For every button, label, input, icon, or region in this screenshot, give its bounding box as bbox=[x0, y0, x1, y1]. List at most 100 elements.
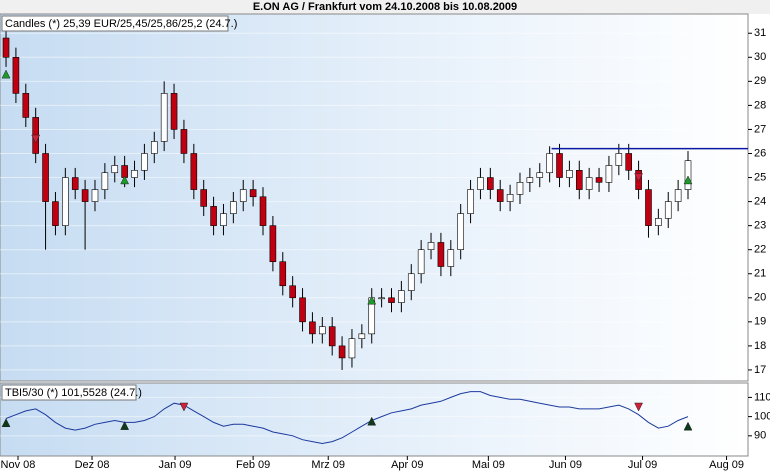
candle-body bbox=[131, 170, 138, 178]
signal-marker bbox=[31, 134, 41, 144]
y-tick-label: 110 bbox=[754, 391, 770, 403]
y-tick-label: 21 bbox=[754, 268, 766, 280]
indicator-line bbox=[5, 391, 689, 445]
signal-marker bbox=[683, 175, 693, 185]
signal-marker bbox=[634, 173, 643, 183]
candle-body bbox=[81, 189, 89, 202]
plot-layer: 17 18 19 20 21 22 23 24 25 26 27 28 29 30 31 90 100 110 No… bbox=[0, 26, 770, 471]
candle-body bbox=[655, 218, 662, 226]
candle-body bbox=[536, 172, 544, 178]
chart-title: E.ON AG / Frankfurt vom 24.10.2008 bis 1… bbox=[253, 1, 517, 13]
signal-marker bbox=[1, 69, 11, 79]
candle-body bbox=[664, 201, 672, 219]
candle-body bbox=[615, 153, 623, 166]
candle-body bbox=[279, 261, 287, 287]
y-tick-label: 22 bbox=[754, 244, 766, 256]
legend-box bbox=[1, 15, 229, 32]
signal-marker bbox=[179, 402, 189, 412]
candle-body bbox=[338, 345, 346, 359]
y-tick-label: 23 bbox=[754, 220, 766, 232]
candle-body bbox=[645, 189, 652, 226]
signal-marker bbox=[367, 416, 377, 426]
candle-body bbox=[111, 165, 119, 174]
candle-body bbox=[605, 165, 613, 183]
candle-body bbox=[52, 201, 59, 226]
legend-text: TBI5/30 (*) 101,5528 (24.7.) bbox=[5, 387, 142, 399]
candle-body bbox=[269, 225, 277, 263]
candle-body bbox=[457, 213, 464, 250]
y-tick-label: 29 bbox=[754, 75, 766, 87]
candle-body bbox=[595, 177, 603, 183]
candle-body bbox=[289, 285, 296, 299]
y-tick-label: 18 bbox=[754, 340, 766, 352]
candle-body bbox=[2, 37, 10, 58]
candle-body bbox=[71, 177, 79, 190]
candle-body bbox=[467, 189, 474, 214]
candle-body bbox=[427, 242, 435, 250]
candle-body bbox=[526, 177, 534, 183]
y-tick-label: 24 bbox=[754, 195, 766, 207]
y-tick-label: 25 bbox=[754, 171, 766, 183]
y-tick-label: 30 bbox=[754, 51, 766, 63]
candle-body bbox=[309, 321, 316, 335]
candle-body bbox=[674, 189, 682, 202]
candle-body bbox=[101, 172, 109, 190]
candle-body bbox=[230, 201, 237, 214]
signal-marker bbox=[634, 402, 643, 412]
candle-body bbox=[575, 170, 583, 190]
legend-box bbox=[1, 384, 137, 401]
candle-body bbox=[407, 273, 415, 291]
legend-text: Candles (*) 25,39 EUR/25,45/25,86/25,2 (… bbox=[5, 18, 237, 30]
candle-body bbox=[22, 93, 30, 118]
x-tick-label: Apr 09 bbox=[391, 459, 423, 471]
candle-body bbox=[348, 338, 356, 359]
candle-body bbox=[398, 290, 405, 303]
signal-marker bbox=[120, 175, 130, 185]
candle-body bbox=[160, 93, 168, 142]
x-tick-label: Jan 09 bbox=[159, 459, 192, 471]
candle-body bbox=[239, 189, 247, 202]
candle-body bbox=[506, 194, 514, 202]
x-tick-label: Mai 09 bbox=[472, 459, 505, 471]
candle-body bbox=[91, 189, 99, 202]
candle-body bbox=[358, 333, 366, 339]
candle-body bbox=[477, 177, 484, 190]
candle-body bbox=[437, 242, 445, 267]
y-tick-label: 26 bbox=[754, 147, 766, 159]
candle-body bbox=[249, 189, 257, 198]
candle-body bbox=[546, 153, 553, 174]
signal-marker bbox=[367, 295, 377, 305]
candle-body bbox=[12, 56, 20, 94]
candle-body bbox=[210, 206, 217, 226]
candle-body bbox=[220, 213, 227, 226]
candle-body bbox=[299, 297, 306, 323]
x-tick-label: Jun 09 bbox=[549, 459, 582, 471]
y-tick-label: 19 bbox=[754, 316, 766, 328]
y-tick-label: 20 bbox=[754, 292, 766, 304]
candle-body bbox=[150, 141, 158, 154]
y-tick-label: 17 bbox=[754, 364, 766, 376]
candle-body bbox=[447, 249, 455, 267]
y-tick-label: 90 bbox=[754, 430, 766, 442]
candle-body bbox=[417, 249, 425, 275]
candle-body bbox=[378, 297, 385, 300]
x-tick-label: Jul 09 bbox=[628, 459, 657, 471]
candle-body bbox=[141, 153, 148, 171]
y-tick-label: 27 bbox=[754, 123, 766, 135]
candle-body bbox=[566, 170, 573, 178]
signal-marker bbox=[683, 421, 693, 431]
title-bar bbox=[0, 0, 770, 14]
x-tick-label: Aug 09 bbox=[709, 459, 744, 471]
candle-body bbox=[42, 153, 49, 202]
candle-body bbox=[496, 189, 504, 202]
candle-body bbox=[319, 326, 326, 335]
candle-body bbox=[259, 196, 267, 226]
candle-body bbox=[585, 177, 593, 190]
candle-body bbox=[556, 153, 563, 178]
y-tick-label: 28 bbox=[754, 99, 766, 111]
candle-body bbox=[684, 160, 692, 190]
candle-body bbox=[328, 326, 336, 347]
candle-body bbox=[516, 182, 524, 195]
